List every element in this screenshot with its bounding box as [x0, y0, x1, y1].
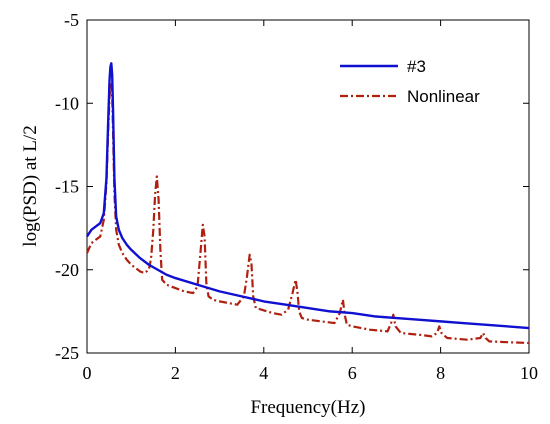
y-tick-label-4: -25 — [55, 343, 79, 363]
series-line-2 — [85, 82, 530, 345]
y-tick-label-3: -20 — [55, 260, 79, 280]
legend: #3 Nonlinear — [340, 57, 480, 106]
x-axis-label: Frequency(Hz) — [250, 397, 365, 418]
y-tick-label-2: -15 — [55, 177, 79, 197]
series-layer — [85, 62, 530, 345]
legend-label-series-1: #3 — [407, 57, 426, 76]
x-tick-label-3: 6 — [348, 363, 357, 383]
legend-label-series-2: Nonlinear — [407, 87, 480, 106]
plot-area — [86, 19, 530, 354]
x-tick-label-4: 8 — [436, 363, 445, 383]
x-tick-label-1: 2 — [171, 363, 180, 383]
y-tick-label-1: -10 — [55, 93, 79, 113]
series-line-1 — [86, 62, 530, 330]
axis-ticks — [86, 19, 530, 354]
x-tick-label-2: 4 — [259, 363, 268, 383]
tick-labels: 0 2 4 6 8 10 -5 -10 -15 -20 -25 — [55, 10, 538, 383]
x-tick-label-5: 10 — [520, 363, 538, 383]
y-tick-label-0: -5 — [64, 10, 79, 30]
x-tick-label-0: 0 — [83, 363, 92, 383]
y-axis-label: log(PSD) at L/2 — [20, 125, 41, 246]
